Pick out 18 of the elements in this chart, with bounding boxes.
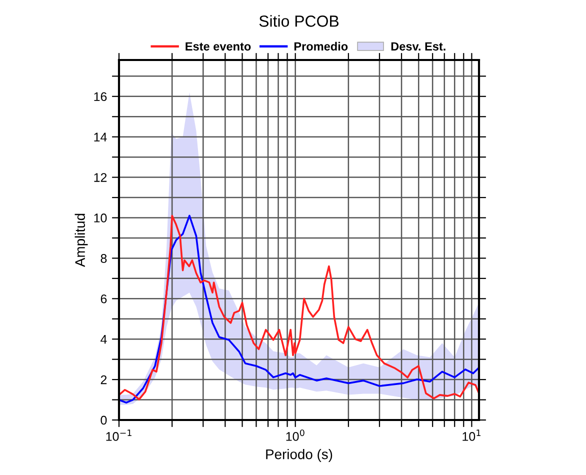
y-axis-title: Amplitud — [74, 214, 88, 267]
x-tick-label: 10$^{0}$ — [286, 429, 304, 441]
y-tick-label: 6 — [100, 294, 107, 304]
legend-label: Este evento — [186, 42, 251, 51]
x-tick-label: 10$^{1}$ — [462, 430, 480, 441]
legend-label: Promedio — [294, 42, 348, 51]
y-tick-label: 14 — [94, 132, 107, 142]
x-tick-label: 10$^{−1}$ — [106, 430, 132, 441]
x-axis-title: Periodo (s) — [266, 449, 332, 462]
y-tick-label: 12 — [94, 173, 107, 182]
y-tick-label: 2 — [100, 375, 107, 384]
y-tick-label: 4 — [100, 335, 107, 344]
y-tick-label: 0 — [100, 416, 107, 425]
y-tick-label: 16 — [94, 92, 107, 102]
y-tick-label: 8 — [100, 254, 107, 263]
y-tick-label: 10 — [94, 214, 107, 222]
legend-label: Desv. Est. — [391, 42, 446, 51]
chart-title: Sitio PCOB — [259, 15, 339, 27]
